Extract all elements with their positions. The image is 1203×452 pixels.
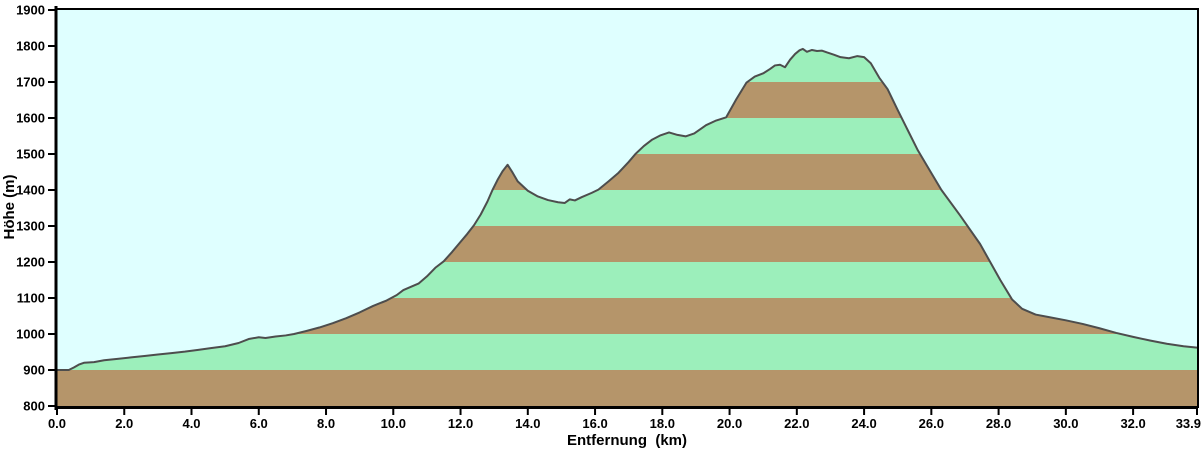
x-tick-label: 30.0 — [1053, 416, 1078, 431]
x-tick-label: 33.9 — [1176, 416, 1201, 431]
x-tick-label: 8.0 — [317, 416, 335, 431]
x-tick-label: 10.0 — [381, 416, 406, 431]
x-axis-title: Entfernung (km) — [567, 432, 687, 449]
y-tick-label: 1600 — [16, 111, 45, 126]
y-tick-label: 1100 — [17, 291, 45, 306]
elevation-profile-line — [56, 47, 1198, 371]
x-tick-label: 24.0 — [851, 416, 876, 431]
y-tick-label: 1400 — [16, 183, 45, 198]
x-tick-label: 28.0 — [986, 416, 1011, 431]
y-tick-label: 1200 — [16, 255, 45, 270]
y-tick-label: 1300 — [16, 219, 45, 234]
x-tick-label: 12.0 — [448, 416, 473, 431]
y-tick-label: 800 — [23, 399, 45, 414]
y-tick-label: 1800 — [16, 39, 45, 54]
x-tick-label: 20.0 — [717, 416, 742, 431]
chart-generated-layer: 800 900 1000 1100 1200 1300 1400 1500 1600 1700 18… — [16, 3, 1201, 432]
x-tick-label: 26.0 — [919, 416, 944, 431]
y-tick-label: 1900 — [16, 3, 45, 18]
y-tick-label: 900 — [23, 363, 45, 378]
elevation-band-800 — [57, 370, 1197, 406]
x-tick-label: 18.0 — [650, 416, 675, 431]
y-tick-label: 1500 — [16, 147, 45, 162]
x-tick-label: 16.0 — [582, 416, 607, 431]
x-tick-label: 6.0 — [250, 416, 268, 431]
x-tick-label: 4.0 — [182, 416, 200, 431]
x-tick-label: 32.0 — [1120, 416, 1145, 431]
x-tick-label: 2.0 — [115, 416, 133, 431]
y-axis-title: Höhe (m) — [1, 175, 18, 240]
y-tick-label: 1700 — [16, 75, 45, 90]
x-tick-label: 14.0 — [515, 416, 540, 431]
y-tick-label: 1000 — [16, 327, 45, 342]
x-tick-label: 22.0 — [784, 416, 809, 431]
x-tick-label: 0.0 — [48, 416, 66, 431]
